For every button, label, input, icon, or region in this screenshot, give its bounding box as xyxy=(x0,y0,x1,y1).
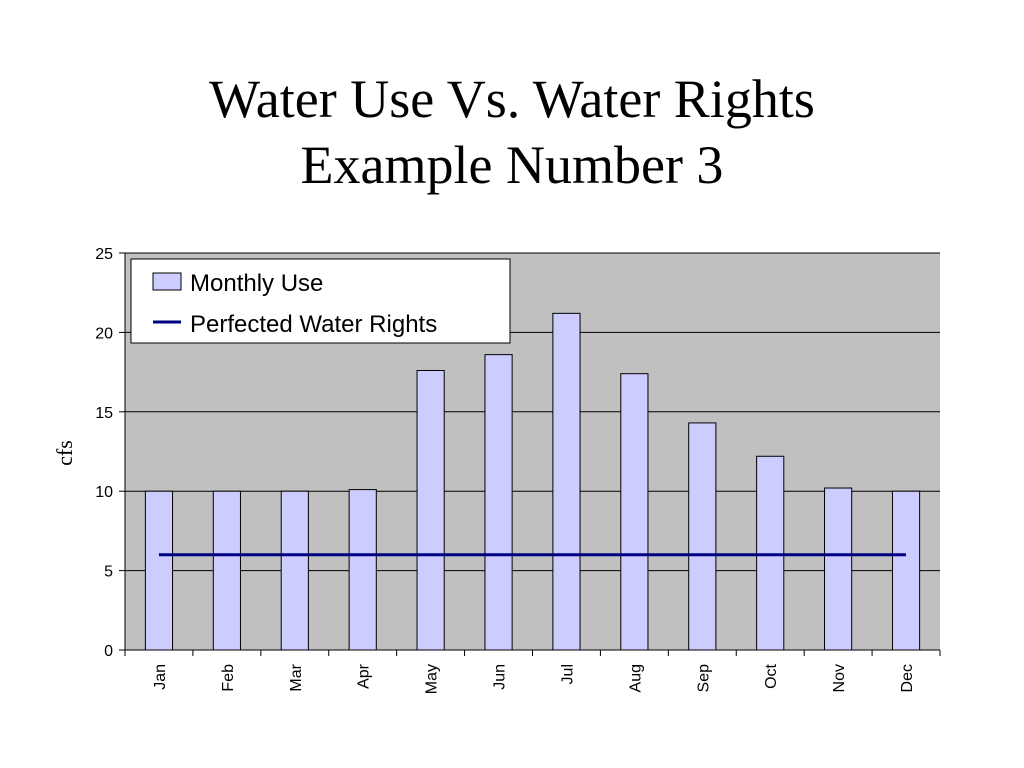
bars xyxy=(144,312,921,651)
title-line-2: Example Number 3 xyxy=(300,135,724,195)
bar-aug xyxy=(620,373,649,651)
bar-dec xyxy=(891,490,921,651)
x-tick-label-jun: Jun xyxy=(492,664,509,690)
title-line-1: Water Use Vs. Water Rights xyxy=(209,69,815,129)
bar-apr xyxy=(348,489,377,651)
legend-box xyxy=(130,258,511,344)
x-tick-label-jan: Jan xyxy=(152,664,169,690)
y-tick-label-20: 20 xyxy=(95,325,113,342)
slide-title: Water Use Vs. Water Rights Example Numbe… xyxy=(0,66,1024,198)
x-tick-label-apr: Apr xyxy=(356,663,373,689)
axes xyxy=(119,252,941,656)
bar-jun xyxy=(484,354,513,651)
x-tick-label-may: May xyxy=(424,664,441,694)
bar-sep xyxy=(688,422,717,651)
x-tick-label-nov: Nov xyxy=(831,664,848,692)
bar-mar xyxy=(280,490,309,651)
legend-swatch-monthly-use xyxy=(152,272,182,291)
bar-nov xyxy=(824,487,853,651)
bar-jan xyxy=(144,490,174,651)
bar-feb xyxy=(212,490,241,651)
y-axis-label: cfs xyxy=(52,440,77,466)
bar-jul xyxy=(552,312,581,651)
y-tick-label-5: 5 xyxy=(104,564,113,581)
x-tick-label-sep: Sep xyxy=(695,664,712,693)
x-tick-label-oct: Oct xyxy=(763,663,780,688)
y-tick-labels: 0 5 10 15 20 25 xyxy=(95,246,113,660)
x-tick-label-feb: Feb xyxy=(220,664,237,692)
y-tick-label-0: 0 xyxy=(104,643,113,660)
bar-may xyxy=(416,370,445,651)
legend: Monthly Use Perfected Water Rights xyxy=(130,258,511,344)
x-tick-label-mar: Mar xyxy=(288,663,305,691)
legend-label-water-rights: Perfected Water Rights xyxy=(190,311,437,338)
x-tick-label-dec: Dec xyxy=(899,664,916,692)
bar-oct xyxy=(756,455,785,651)
x-tick-label-aug: Aug xyxy=(627,664,644,692)
y-tick-label-10: 10 xyxy=(95,484,113,501)
x-tick-labels: Jan Feb Mar Apr May Jun Jul Aug Sep Oct Nov Dec xyxy=(152,663,916,694)
legend-label-monthly-use: Monthly Use xyxy=(190,270,323,297)
gridlines xyxy=(125,252,940,572)
x-tick-label-jul: Jul xyxy=(559,664,576,684)
y-tick-label-15: 15 xyxy=(95,405,113,422)
y-tick-label-25: 25 xyxy=(95,246,113,263)
